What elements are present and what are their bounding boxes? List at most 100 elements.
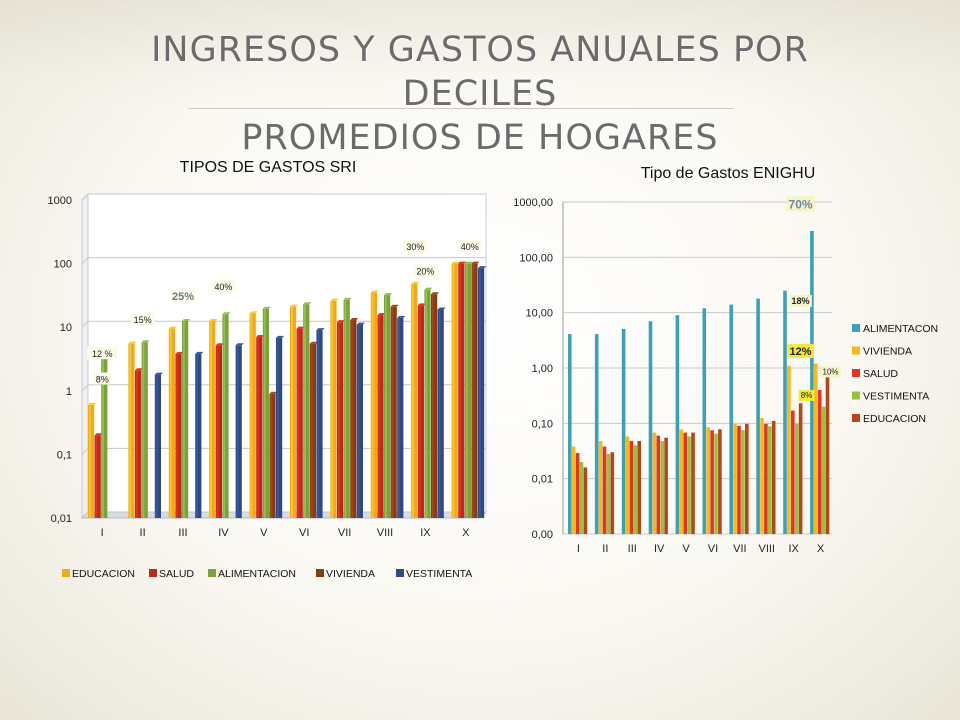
chart-sri-gridline-side — [81, 448, 89, 455]
chart-enighu-legend-label: SALUD — [863, 368, 898, 380]
chart-enighu-bar-salud — [737, 425, 741, 534]
chart-enighu-bar-educacion — [718, 429, 722, 534]
chart-sri-y-tick-label: 1 — [66, 386, 72, 398]
chart-sri-bar-top — [451, 261, 460, 264]
chart-enighu-y-tick-label: 1000,00 — [513, 197, 553, 209]
chart-sri-annotation-box — [93, 372, 112, 385]
chart-sri-bar-top — [88, 402, 97, 405]
chart-sri-bar-alimentacion — [101, 357, 108, 518]
chart-enighu-bar-educacion — [610, 452, 615, 534]
chart-sri-bar-top — [464, 261, 473, 264]
chart-sri-annotation-box — [130, 313, 155, 326]
chart-sri-bar-highlight — [425, 289, 428, 518]
chart-sri-bar-top — [424, 287, 433, 290]
chart-enighu-annotation-box — [789, 294, 812, 307]
chart-enighu-bar-vestimenta — [660, 440, 664, 534]
chart-sri-annotation-label: 40% — [214, 282, 232, 292]
chart-enighu-bar-vestimenta — [821, 406, 826, 534]
chart-enighu-bar-vivienda — [706, 427, 710, 534]
chart-sri-x-tick-label: III — [178, 527, 187, 539]
chart-sri-bar-vestimenta — [276, 337, 283, 518]
chart-sri-annotation-box — [171, 289, 195, 302]
chart-sri-bar-top — [330, 298, 339, 301]
chart-sri-bar-salud — [417, 305, 424, 518]
chart-sri-title: TIPOS DE GASTOS SRI — [180, 159, 357, 176]
chart-sri-bar-top — [437, 307, 446, 310]
chart-sri-bar-highlight — [412, 283, 414, 518]
chart-sri-x-tick-label: IX — [420, 527, 431, 539]
chart-enighu-bar-educacion — [798, 403, 803, 534]
chart-enighu-bar-alimentacon — [594, 334, 599, 534]
chart-sri-bar-educacion — [330, 300, 337, 518]
chart-sri-y-tick-label: 100 — [54, 259, 72, 271]
chart-enighu-y-tick-label: 10,00 — [525, 308, 553, 320]
chart-sri-bar-top — [431, 292, 440, 295]
chart-enighu-y-tick-label: 0,00 — [532, 529, 553, 541]
chart-enighu-legend-swatch-salud — [852, 369, 860, 377]
chart-enighu-bar-salud — [764, 423, 768, 534]
chart-sri-bar-alimentacion — [424, 289, 431, 518]
chart-sri-bar-top — [370, 290, 379, 293]
chart-enighu-bar-salud — [683, 432, 687, 534]
chart-sri-bar-top — [235, 343, 244, 346]
slide-title: INGRESOS Y GASTOS ANUALES POR DECILES PR… — [90, 28, 870, 160]
chart-enighu-legend-swatch-educacion — [852, 414, 860, 422]
chart-sri-bar-educacion — [168, 328, 175, 518]
chart-sri-x-tick-label: IV — [218, 527, 229, 539]
chart-sri-bar-educacion — [451, 263, 458, 518]
chart-enighu-bar-alimentacon — [702, 308, 707, 534]
chart-sri-y-tick-label: 0,1 — [57, 449, 72, 461]
chart-sri-bar-salud — [215, 345, 222, 518]
chart-sri-bar-highlight — [276, 337, 279, 518]
chart-sri-bar-highlight — [452, 263, 455, 518]
chart-sri-bar-educacion — [128, 343, 135, 518]
chart-enighu-bar-vivienda — [652, 432, 657, 534]
chart-sri-bar-top — [168, 326, 177, 329]
chart-sri-bar-top — [309, 341, 318, 344]
chart-sri-bar-alimentacion — [182, 321, 189, 518]
chart-sri-bar-highlight — [459, 263, 461, 518]
chart-sri-bar-top — [397, 315, 406, 318]
chart-enighu-bar-vivienda — [814, 363, 818, 534]
chart-enighu-annotation-box — [820, 366, 841, 378]
chart-sri-bar-salud — [337, 322, 344, 518]
chart-sri-bar-highlight — [478, 268, 481, 518]
chart-sri-bar-highlight — [357, 324, 360, 518]
chart-sri-bar-top — [175, 351, 184, 354]
chart-sri-legend-swatch-alimentacion — [208, 569, 216, 577]
chart-sri-bar-vestimenta — [316, 330, 323, 518]
chart-enighu-bar-educacion — [664, 437, 668, 534]
chart-enighu-bar-vivienda — [625, 436, 630, 534]
chart-enighu-x-tick-label: X — [817, 543, 825, 555]
chart-sri-bar-highlight — [297, 328, 300, 518]
chart-enighu-bar-alimentacon — [648, 321, 653, 534]
chart-sri-annotation-label: 30% — [406, 242, 424, 252]
chart-enighu-x-tick-label: IX — [788, 543, 799, 555]
chart-sri-x-tick-label: VI — [299, 527, 309, 539]
chart-sri-bar-vestimenta — [356, 324, 363, 518]
chart-sri-annotation-box — [211, 279, 236, 292]
chart-sri-bar-highlight — [438, 309, 441, 518]
chart-enighu-bar-vivienda — [571, 446, 576, 534]
chart-sri-bar-highlight — [337, 322, 340, 518]
chart-sri-bar-highlight — [102, 357, 104, 518]
chart-sri-bar-vivienda — [269, 393, 276, 518]
chart-enighu-legend-label: ALIMENTACON — [863, 323, 938, 335]
chart-sri-legend-swatch-vivienda — [316, 569, 324, 577]
chart-sri-legend-label: VIVIENDA — [326, 568, 375, 580]
chart-enighu-bar-vestimenta — [714, 433, 718, 534]
chart-sri-annotation-label: 40% — [461, 242, 479, 252]
chart-enighu-x-tick-label: II — [602, 543, 608, 555]
chart-sri-side-wall — [81, 192, 89, 520]
chart-sri-bar-vestimenta — [195, 353, 202, 518]
chart-sri-bar-highlight — [270, 393, 273, 518]
chart-sri-bar-highlight — [304, 304, 306, 518]
chart-sri-bar-salud — [256, 337, 263, 518]
chart-sri-bar-salud — [296, 328, 303, 518]
chart-sri-x-tick-label: I — [101, 527, 104, 539]
chart-sri-bar-vestimenta — [235, 345, 242, 518]
chart-sri-bar-top — [215, 343, 224, 346]
chart-sri-x-tick-label: VIII — [377, 527, 394, 539]
chart-sri-y-tick-label: 10 — [60, 322, 72, 334]
chart-sri-bar-top — [384, 293, 393, 296]
